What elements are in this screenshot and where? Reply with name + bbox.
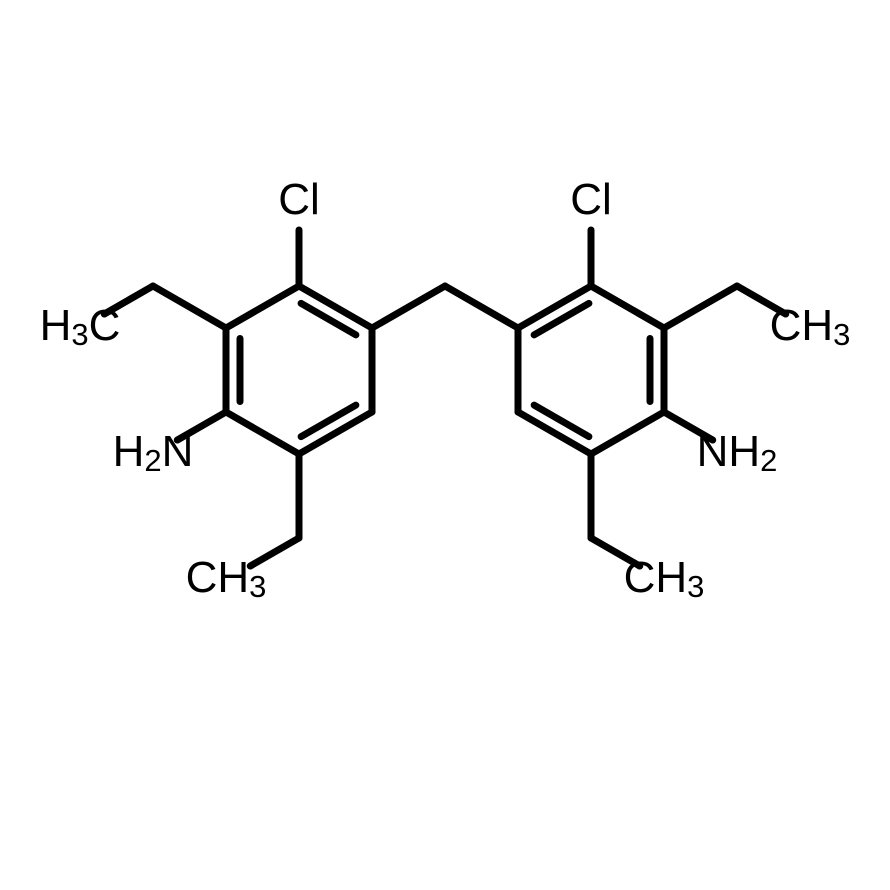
atom-label: H3C (40, 301, 121, 352)
atom-label: CH3 (624, 553, 705, 604)
atom-label: H2N (113, 427, 194, 478)
chemical-structure: ClClH3CCH3CH3CH3H2NNH2 (0, 0, 890, 890)
atom-label: Cl (570, 175, 612, 224)
atom-label: NH2 (697, 427, 778, 478)
atom-label: CH3 (770, 301, 851, 352)
atom-label: Cl (278, 175, 320, 224)
